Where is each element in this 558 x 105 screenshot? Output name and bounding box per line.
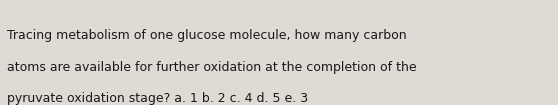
Text: Tracing metabolism of one glucose molecule, how many carbon: Tracing metabolism of one glucose molecu…: [7, 29, 407, 42]
Text: atoms are available for further oxidation at the completion of the: atoms are available for further oxidatio…: [7, 61, 417, 74]
Text: pyruvate oxidation stage? a. 1 b. 2 c. 4 d. 5 e. 3: pyruvate oxidation stage? a. 1 b. 2 c. 4…: [7, 92, 309, 105]
